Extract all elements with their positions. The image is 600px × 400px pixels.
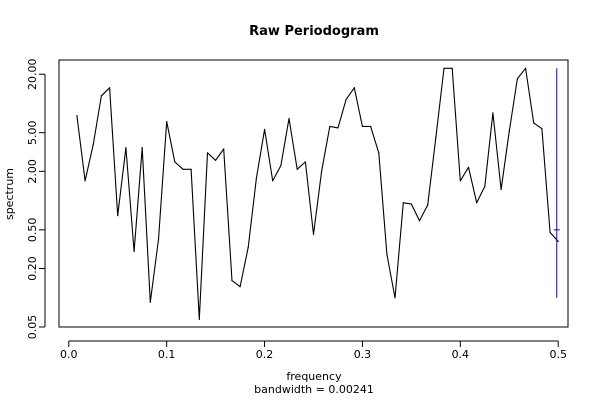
chart-title: Raw Periodogram [249,24,379,39]
data-point [378,152,380,154]
data-point [157,238,160,240]
data-point [296,168,298,170]
x-tick-label: 0.4 [452,348,470,361]
x-tick-label: 0.0 [60,348,78,361]
x-tick-label: 0.3 [354,348,372,361]
data-point [215,159,217,161]
data-point [459,180,461,182]
y-tick-label: 5.00 [26,120,39,145]
data-point [435,136,437,138]
data-point [321,170,323,172]
data-point [427,204,429,206]
data-point [337,127,339,129]
data-point [353,87,355,89]
data-point [239,286,241,288]
data-point [410,203,412,205]
data-point [361,125,364,128]
data-point [402,202,404,204]
data-point [255,177,258,179]
x-axis-sublabel: bandwidth = 0.00241 [254,383,374,396]
data-point [100,95,102,97]
data-point [280,164,282,167]
data-point [174,161,176,163]
data-point [492,112,494,114]
plot-frame [58,59,569,328]
y-tick-label: 20.00 [26,58,39,90]
data-point [394,297,396,299]
data-point [272,180,274,182]
data-point [484,185,486,188]
data-point [182,168,184,170]
series-line [76,67,559,320]
data-point [418,220,421,222]
ci-layer [553,68,560,298]
y-axis: 0.05 0.20 0.50 2.00 5.00 20.00 [26,58,46,340]
series-layer [76,67,559,320]
data-point [263,128,266,131]
x-axis: 0.0 0.1 0.2 0.3 0.4 0.5 [60,340,567,361]
y-tick-label: 0.05 [26,315,39,340]
data-point [516,78,518,80]
data-point [92,143,94,145]
data-point [541,128,543,130]
data-point [549,231,551,234]
x-axis-label: frequency [286,370,342,383]
data-point [117,215,119,217]
y-tick-label: 0.50 [26,218,39,243]
data-point [533,122,535,124]
y-tick-label: 0.20 [26,256,39,281]
data-point [304,161,306,163]
data-point [508,130,510,132]
data-point [125,147,127,149]
data-point [500,188,502,191]
data-point [386,253,388,255]
data-point [141,147,143,149]
data-point [345,98,347,101]
data-point [312,233,315,235]
data-point [329,125,331,128]
data-point [133,250,135,252]
x-tick-label: 0.2 [256,348,274,361]
data-point [223,148,225,150]
data-point [247,246,249,248]
data-point [206,152,209,154]
data-point [76,114,78,117]
data-point [198,318,200,320]
data-point [190,168,192,170]
data-point [84,180,86,182]
data-point [557,240,559,243]
data-point [166,121,168,123]
data-point [288,117,290,120]
y-tick-label: 2.00 [26,159,39,184]
x-tick-label: 0.1 [158,348,176,361]
data-point [525,67,527,69]
data-point [231,280,233,282]
y-axis-label: spectrum [3,168,16,220]
data-point [443,67,445,69]
x-tick-label: 0.5 [549,348,567,361]
data-point [451,67,453,69]
data-point [467,166,470,168]
data-point [149,301,151,303]
data-point [476,202,478,204]
data-point [369,125,372,128]
data-point [109,87,111,89]
